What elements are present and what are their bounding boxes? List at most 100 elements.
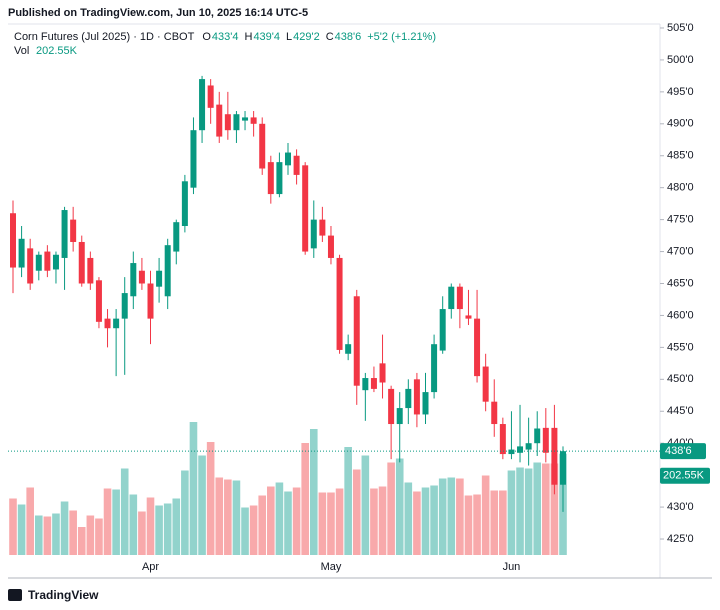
candle-body (499, 424, 506, 455)
candle-body (422, 392, 429, 415)
volume-tag-label: 202.55K (663, 470, 705, 482)
candle-body (207, 85, 214, 108)
candle-body (121, 293, 128, 319)
candle-body (353, 296, 360, 386)
volume-bar (507, 470, 516, 555)
volume-bar (26, 487, 34, 555)
volume-bar (301, 443, 309, 555)
candle-body (370, 378, 377, 389)
volume-bar (103, 488, 112, 555)
volume-bar (43, 516, 52, 555)
candle-body (508, 449, 515, 455)
candle-body (396, 408, 403, 425)
candle-body (259, 123, 266, 169)
volume-bar (473, 494, 481, 555)
candle-body (276, 162, 283, 195)
candle-body (302, 165, 309, 252)
candle-body (517, 446, 524, 453)
volume-bar (370, 488, 378, 555)
y-tick-label: 480'0 (667, 182, 694, 194)
volume-bar (120, 468, 129, 555)
volume-bar (292, 487, 301, 555)
candle-body (413, 379, 420, 415)
volume-bar (533, 462, 542, 555)
price-change: +5'2 (+1.21%) (367, 31, 436, 43)
brand: TradingView (28, 588, 99, 602)
candle-body (216, 104, 223, 137)
candle-body (267, 162, 274, 195)
volume-bar (112, 489, 120, 555)
candle-body (10, 213, 16, 268)
volume-bar (206, 442, 215, 555)
y-tick-label: 455'0 (667, 341, 694, 353)
volume-bar (516, 467, 524, 555)
candle-body (250, 117, 257, 124)
volume-bar (309, 429, 318, 555)
footer-logo: TradingView (8, 588, 99, 602)
y-tick-label: 460'0 (667, 309, 694, 321)
y-tick-label: 450'0 (667, 373, 694, 385)
volume-bar (378, 486, 387, 555)
candle-body (147, 283, 154, 319)
candle-body (405, 388, 412, 409)
volume-bar (464, 495, 473, 555)
ohlc-key: L (286, 31, 292, 43)
volume-key: Vol (14, 45, 29, 57)
candle-body (482, 366, 489, 402)
candle-body (327, 235, 334, 258)
candle-body (224, 114, 231, 131)
volume-bar (232, 480, 241, 555)
volume-bar (524, 468, 533, 555)
volume-bar (284, 491, 292, 555)
volume-bar (198, 455, 206, 555)
published-note: Published on TradingView.com, Jun 10, 20… (8, 7, 308, 19)
volume-bar (542, 463, 550, 555)
volume-bar (215, 477, 224, 555)
candle-body (173, 222, 180, 252)
volume-tag (660, 467, 710, 484)
candle-body (181, 181, 188, 227)
volume-bar (163, 503, 172, 555)
candle-body (113, 318, 120, 329)
volume-bar (361, 455, 370, 555)
candle-body (379, 363, 386, 383)
volume-bar (344, 447, 352, 555)
volume-bar (404, 482, 413, 555)
candle-body (61, 210, 68, 258)
volume-value: 202.55K (36, 45, 78, 57)
ohlc-key: C (326, 31, 334, 43)
volume-bar (499, 490, 507, 555)
volume-bar (335, 488, 344, 555)
volume-bar (172, 498, 181, 555)
x-tick-label: May (321, 561, 342, 573)
candle-body (44, 251, 51, 271)
volume-bar (327, 492, 335, 555)
volume-bar (17, 504, 26, 555)
volume-bar (481, 475, 490, 555)
candle-body (138, 270, 145, 284)
ohlc-value: 438'6 (335, 31, 362, 43)
candle-body (35, 254, 42, 271)
ohlc-key: O (202, 31, 211, 43)
volume-bar (267, 486, 275, 555)
candle-body (448, 286, 455, 310)
y-tick-label: 495'0 (667, 86, 694, 98)
volume-bar (95, 518, 103, 555)
volume-bar (189, 422, 198, 555)
volume-bar (138, 511, 146, 555)
candle-body (87, 257, 94, 284)
volume-bar (146, 497, 155, 555)
volume-bar (241, 507, 249, 555)
volume-bar (258, 495, 267, 555)
candle-body (70, 219, 77, 242)
volume-bar (318, 492, 327, 555)
y-tick-label: 465'0 (667, 277, 694, 289)
candle-body (542, 427, 549, 453)
candle-body (310, 219, 317, 249)
y-tick-label: 490'0 (667, 118, 694, 130)
candle-body (388, 388, 395, 425)
y-tick-label: 445'0 (667, 405, 694, 417)
volume-bar (430, 485, 438, 555)
volume-bar (224, 479, 232, 555)
